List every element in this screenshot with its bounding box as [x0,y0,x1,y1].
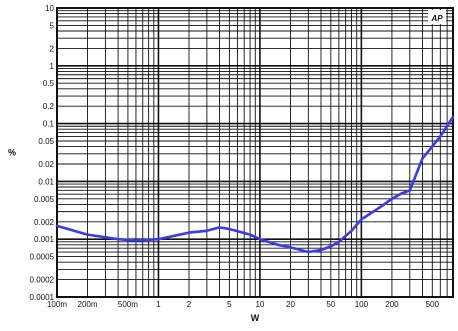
y-tick-label: 2 [50,44,55,53]
series-layer [55,115,455,254]
plot-grid [56,7,454,298]
x-tick-label: 200 [385,300,399,309]
x-tick-label: 500m [118,300,138,309]
x-tick-label: 500 [426,300,440,309]
x-tick-label: 200m [78,300,98,309]
y-tick-label: 0.2 [43,102,55,111]
plot-frame [56,7,454,298]
y-tick-label: 0.002 [34,218,55,227]
y-tick-label: 0.5 [43,79,55,88]
y-tick-label: 0.001 [34,235,55,244]
x-axis-label: W [251,313,260,323]
y-tick-labels: 10 5 2 1 0.5 0.2 0.1 0.05 0.02 0.01 0.005 0.002 0.00… [30,4,55,302]
x-tick-labels: 100m 200m 500m 1 2 5 10 20 50 100 200 500 [47,300,440,309]
logo-text: AP [430,14,443,23]
x-tick-label: 50 [326,300,335,309]
x-tick-label: 1 [156,300,161,309]
y-tick-label: 5 [50,21,55,30]
y-tick-label: 0.0002 [30,276,55,285]
y-tick-label: 0.05 [38,137,54,146]
y-tick-label: 0.02 [38,160,54,169]
x-tick-label: 2 [187,300,192,309]
y-tick-label: 1 [50,62,55,71]
x-tick-label: 5 [227,300,232,309]
y-axis-label: % [8,148,16,158]
x-tick-label: 100 [355,300,369,309]
y-tick-label: 0.005 [34,195,55,204]
y-tick-label: 10 [45,4,54,13]
logo-background [428,10,446,24]
ap-logo: AP [428,10,446,24]
y-tick-label: 0.01 [38,177,54,186]
x-tick-label: 10 [255,300,264,309]
x-tick-label: 20 [286,300,295,309]
series-line [55,115,455,254]
y-tick-label: 0.1 [43,120,55,129]
x-tick-label: 100m [47,300,67,309]
y-tick-label: 0.0001 [30,293,55,302]
y-tick-label: 0.0005 [30,253,55,262]
